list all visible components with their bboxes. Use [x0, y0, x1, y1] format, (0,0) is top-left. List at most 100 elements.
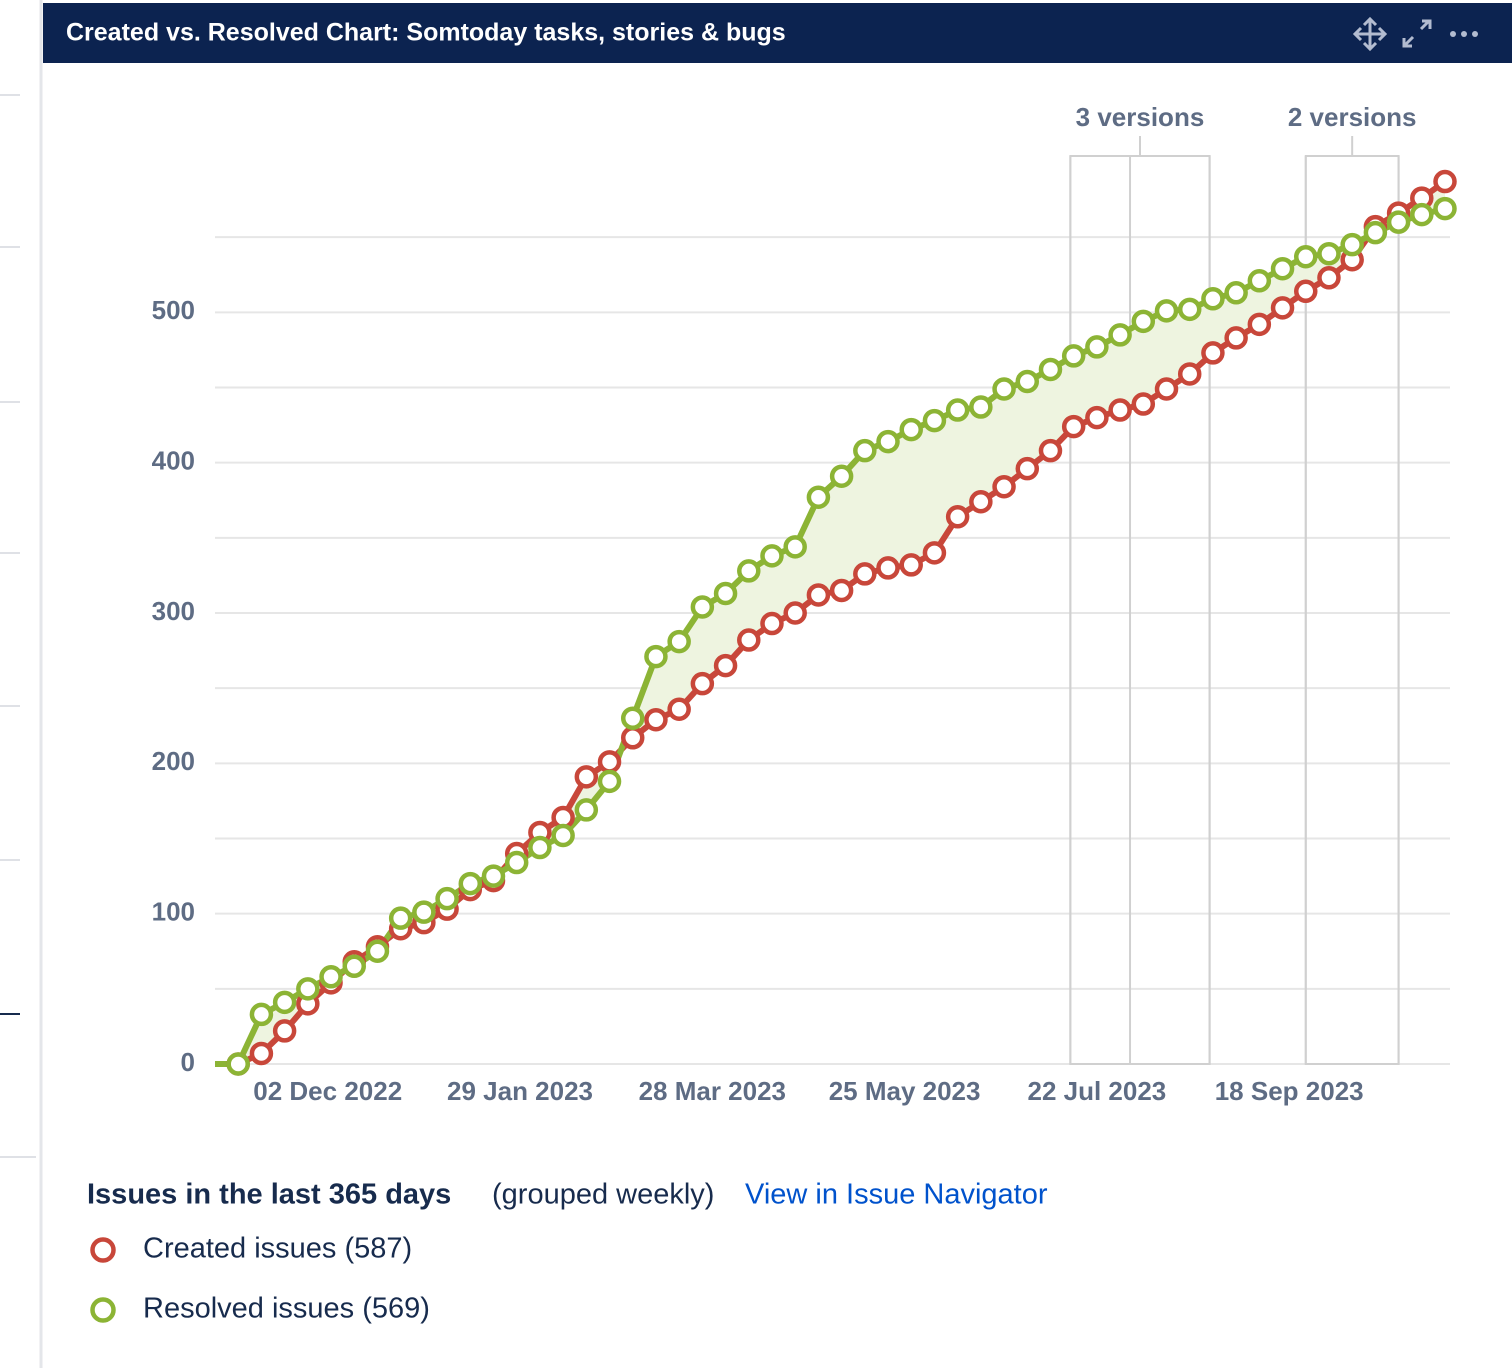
more-icon[interactable]	[1450, 31, 1478, 37]
data-point	[922, 541, 947, 565]
data-point	[783, 535, 807, 559]
data-point	[365, 939, 390, 963]
data-point	[853, 562, 877, 586]
data-point	[1270, 256, 1295, 281]
data-point	[435, 886, 459, 911]
expand-icon[interactable]	[1402, 19, 1432, 48]
y-tick-label: 500	[152, 295, 195, 325]
y-tick-label: 200	[152, 746, 195, 776]
data-point	[1317, 241, 1341, 266]
data-point	[667, 629, 691, 654]
data-point	[760, 544, 784, 568]
data-point	[1085, 335, 1109, 359]
move-icon[interactable]	[1352, 16, 1388, 52]
data-point	[1433, 196, 1457, 221]
data-point	[969, 490, 993, 514]
y-tick-label: 300	[152, 596, 195, 626]
data-point	[1294, 244, 1318, 269]
x-tick-label: 18 Sep 2023	[1215, 1076, 1364, 1106]
data-point	[620, 706, 645, 730]
y-tick-label: 400	[152, 446, 195, 476]
data-point	[1433, 169, 1457, 194]
chart-title: Created vs. Resolved Chart: Somtoday tas…	[66, 19, 786, 47]
data-point	[829, 578, 854, 603]
legend-label: Created issues (587)	[143, 1233, 412, 1265]
data-point	[829, 464, 854, 488]
data-point	[1201, 287, 1225, 311]
data-point	[876, 429, 900, 454]
data-point	[1386, 210, 1411, 234]
data-point	[504, 850, 529, 875]
data-point	[945, 505, 970, 529]
data-point	[1201, 341, 1225, 365]
data-point	[620, 726, 645, 750]
data-point	[1015, 456, 1040, 481]
data-point	[1247, 312, 1272, 337]
data-point	[899, 417, 923, 442]
issue-navigator-link[interactable]: View in Issue Navigator	[745, 1179, 1048, 1211]
data-point	[1363, 220, 1388, 245]
x-tick-label: 28 Mar 2023	[639, 1076, 786, 1106]
data-point	[644, 707, 668, 732]
data-point	[760, 611, 784, 636]
data-point	[1038, 357, 1063, 382]
data-point	[249, 1002, 274, 1027]
y-tick-label: 100	[152, 897, 195, 927]
data-point	[1270, 296, 1295, 320]
data-point	[1131, 392, 1156, 416]
x-tick-label: 22 Jul 2023	[1027, 1076, 1166, 1106]
data-point	[1015, 369, 1040, 394]
data-point	[551, 823, 575, 848]
data-point	[806, 583, 831, 607]
data-point	[853, 438, 877, 463]
data-point	[1224, 281, 1248, 305]
legend-swatch	[90, 1297, 116, 1323]
data-point	[876, 556, 900, 580]
data-point	[272, 1019, 297, 1043]
data-point	[249, 1041, 274, 1066]
data-point	[992, 474, 1016, 499]
data-point	[1085, 405, 1109, 430]
data-point	[1177, 297, 1202, 322]
data-point	[783, 601, 807, 625]
data-point	[1340, 232, 1364, 257]
data-point	[690, 595, 715, 619]
data-point	[1108, 398, 1132, 422]
data-point	[1154, 299, 1179, 323]
data-point	[574, 798, 599, 822]
data-point	[713, 581, 738, 606]
data-point	[1224, 326, 1248, 350]
data-point	[1154, 377, 1179, 401]
data-point	[969, 395, 993, 419]
data-point	[922, 408, 947, 433]
data-point	[899, 553, 923, 577]
legend-swatch	[90, 1237, 116, 1263]
data-point	[319, 965, 343, 989]
data-point	[1061, 414, 1086, 439]
data-point	[597, 769, 622, 794]
data-point	[342, 954, 366, 979]
legend-label: Resolved issues (569)	[143, 1293, 430, 1325]
data-point	[1061, 344, 1086, 368]
data-point	[1317, 266, 1341, 290]
left-sidebar	[0, 94, 36, 1158]
data-point	[992, 377, 1016, 401]
data-point	[1038, 438, 1063, 463]
data-point	[458, 871, 483, 896]
data-point	[1410, 202, 1434, 227]
data-point	[528, 835, 552, 860]
data-point	[226, 1052, 250, 1076]
x-tick-label: 29 Jan 2023	[447, 1076, 593, 1106]
data-point	[737, 628, 761, 652]
gadget-header	[43, 3, 1512, 63]
version-label: 2 versions	[1288, 102, 1417, 132]
version-box	[1069, 155, 1211, 1065]
y-tick-label: 0	[181, 1047, 195, 1077]
data-point	[644, 644, 668, 669]
data-point	[574, 765, 599, 789]
footer-note: (grouped weekly)	[492, 1179, 714, 1211]
data-point	[806, 485, 831, 509]
data-point	[690, 671, 715, 696]
data-point	[667, 697, 691, 721]
